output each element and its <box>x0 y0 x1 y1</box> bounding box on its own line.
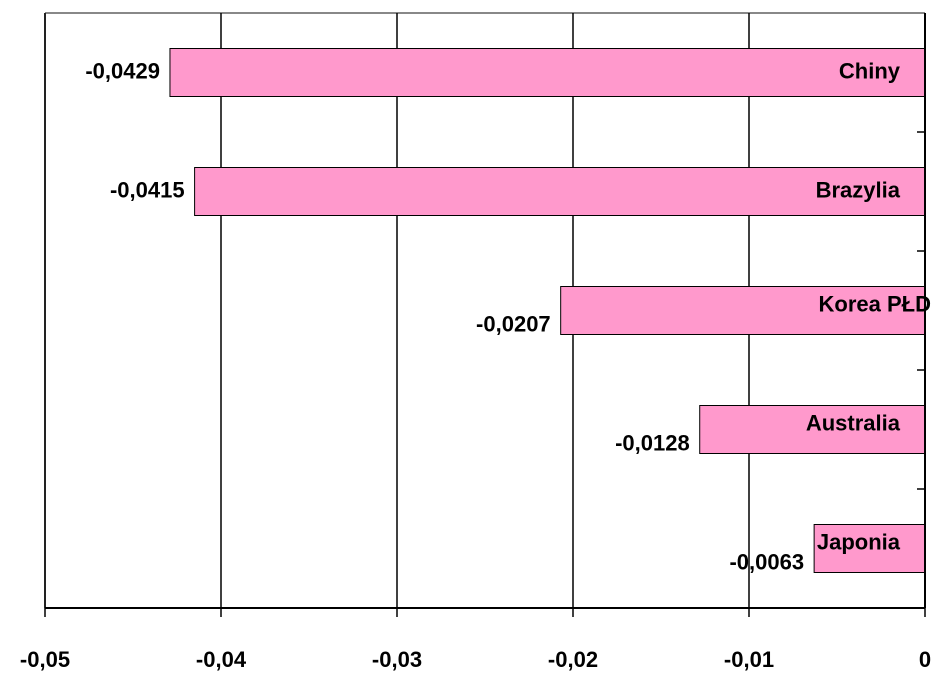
value-label: -0,0415 <box>110 177 185 202</box>
value-label: -0,0063 <box>729 549 804 574</box>
category-label: Korea PŁD <box>819 291 931 316</box>
category-label: Japonia <box>817 529 901 554</box>
x-tick-label: -0,02 <box>548 647 598 672</box>
value-label: -0,0128 <box>615 430 690 455</box>
category-label: Brazylia <box>816 177 901 202</box>
x-tick-label: -0,03 <box>372 647 422 672</box>
bar <box>169 48 926 97</box>
bar <box>699 405 926 454</box>
category-label: Australia <box>806 410 901 435</box>
value-label: -0,0207 <box>476 311 551 336</box>
x-tick-label: 0 <box>919 647 931 672</box>
category-label: Chiny <box>839 58 901 83</box>
x-tick-label: -0,04 <box>196 647 247 672</box>
x-tick-label: -0,01 <box>724 647 774 672</box>
x-tick-label: -0,05 <box>20 647 70 672</box>
value-label: -0,0429 <box>85 58 160 83</box>
